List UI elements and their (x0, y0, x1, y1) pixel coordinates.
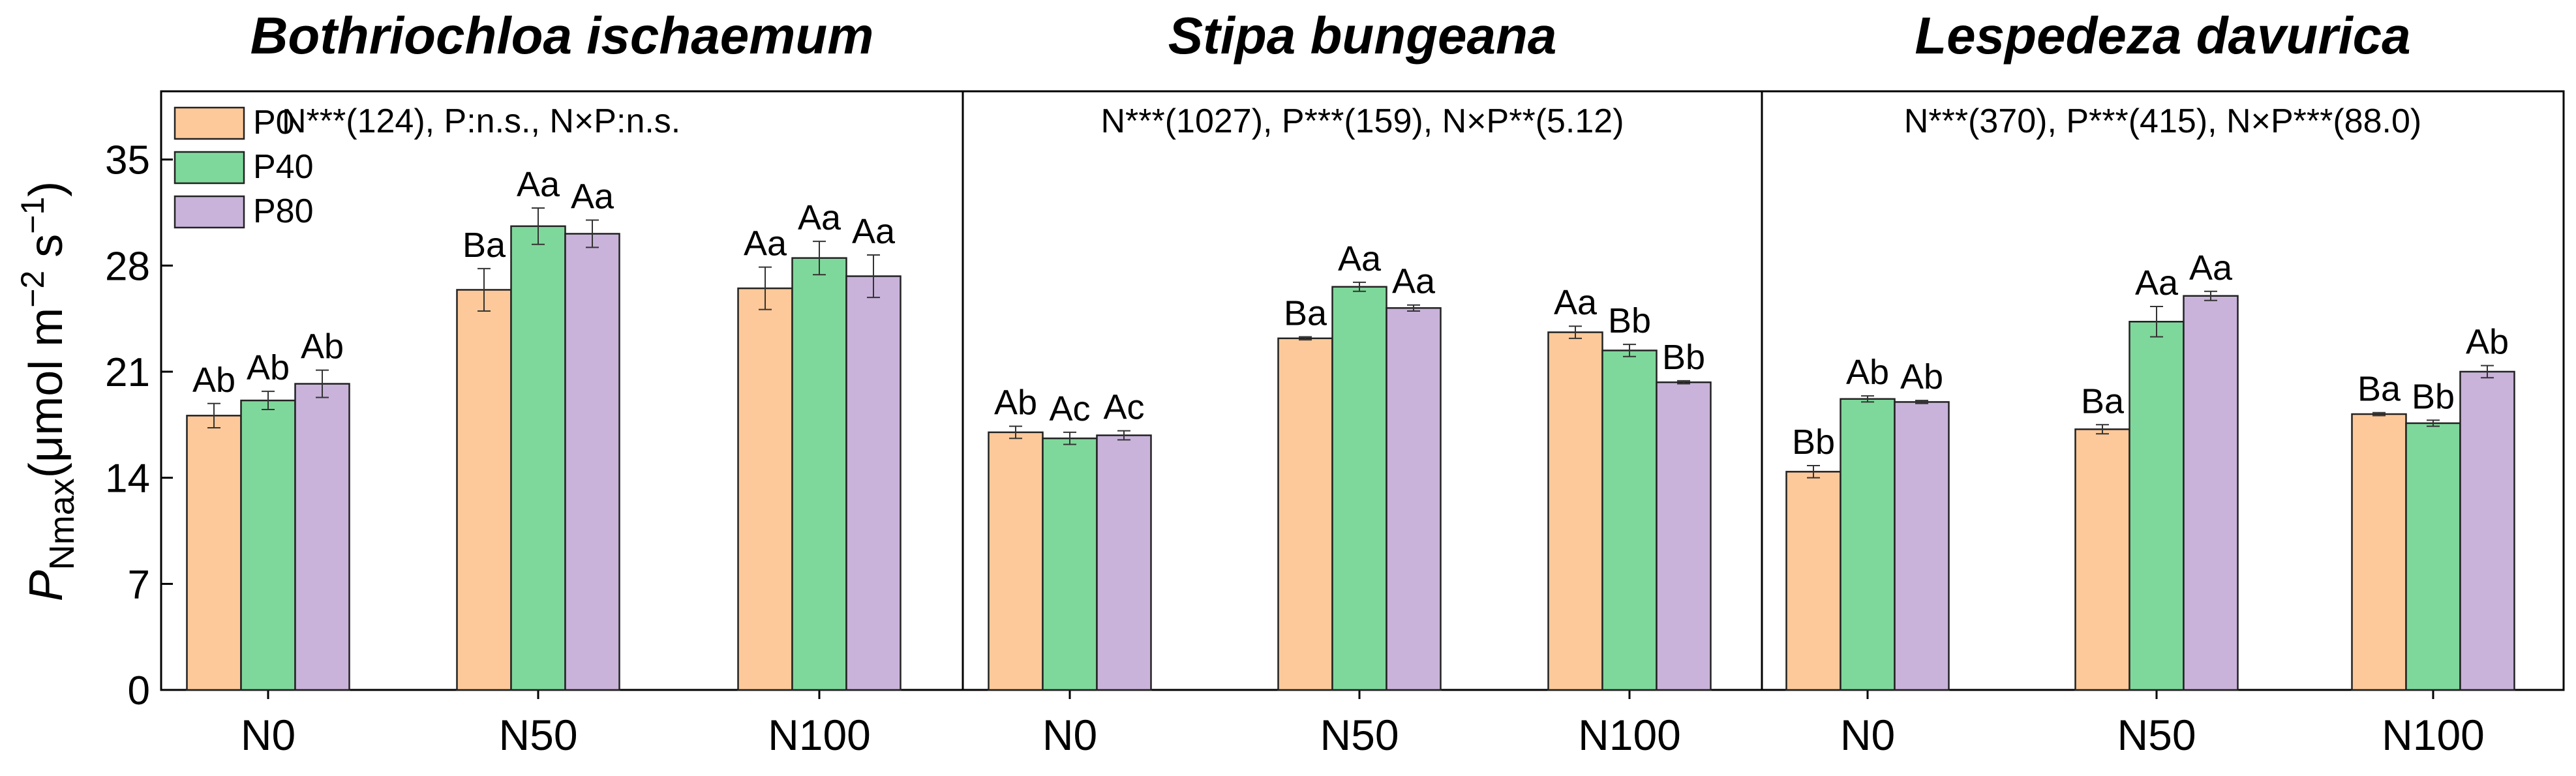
bar-p0-n50 (456, 289, 512, 691)
bar-p80-n0 (1894, 401, 1950, 691)
significance-label: Ab (2466, 323, 2509, 362)
bar-p0-n50 (2074, 428, 2130, 691)
panel-1: Bothriochloa ischaemum N***(124), P:n.s.,… (160, 7, 964, 759)
bar-p80-n0 (294, 383, 350, 691)
significance-label: Ba (462, 226, 506, 265)
significance-label: Bb (1662, 338, 1705, 377)
y-axis-title-unit_mid: s (20, 234, 72, 271)
significance-label: Ac (1103, 388, 1144, 427)
y-axis-title-exp1: −2 (14, 271, 51, 308)
y-axis-title-subscript: Nmax (42, 478, 82, 570)
bar-p40-n50 (2129, 321, 2185, 691)
significance-label: Ba (1284, 293, 1327, 333)
significance-label: Bb (1792, 423, 1835, 462)
significance-label: Aa (744, 224, 787, 263)
legend-label-p40: P40 (253, 148, 314, 186)
bar-p0-n0 (988, 431, 1044, 691)
bar-p40-n0 (240, 399, 296, 691)
significance-label: Aa (517, 165, 560, 204)
legend-swatch-p80 (174, 195, 245, 229)
significance-label: Ab (1846, 353, 1889, 392)
x-tick-label: N0 (1042, 711, 1097, 759)
significance-label: Ba (2081, 381, 2125, 421)
bar-p80-n0 (1096, 434, 1152, 691)
bar-p80-n50 (564, 233, 620, 691)
bar-p80-n50 (1386, 307, 1442, 691)
legend-swatch-p0 (174, 106, 245, 140)
significance-label: Ab (994, 383, 1037, 423)
y-tick-label: 7 (128, 562, 150, 607)
x-tick-label: N50 (1320, 711, 1399, 759)
y-axis-title: PNmax(μmol m−2 s−1) (14, 181, 82, 602)
bar-p40-n100 (791, 257, 847, 691)
significance-label: Aa (1392, 262, 1436, 301)
significance-label: Ba (2357, 370, 2401, 409)
legend-swatch-p40 (174, 151, 245, 185)
significance-label: Aa (852, 212, 896, 251)
significance-label: Ab (1900, 357, 1943, 396)
x-tick-label: N50 (498, 711, 577, 759)
bar-p40-n100 (1601, 350, 1658, 691)
bar-p80-n50 (2183, 295, 2239, 691)
y-tick-label: 0 (128, 668, 150, 713)
bar-p0-n100 (1547, 331, 1603, 691)
bar-p0-n0 (1785, 471, 1841, 691)
significance-label: Aa (571, 177, 614, 216)
x-tick-label: N100 (1578, 711, 1681, 759)
significance-label: Bb (1608, 301, 1651, 340)
significance-label: Ac (1049, 389, 1090, 428)
y-tick-label: 21 (105, 350, 150, 395)
significance-label: Aa (798, 198, 841, 237)
x-tick-label: N0 (1840, 711, 1895, 759)
stats-annotation: N***(124), P:n.s., N×P:n.s. (282, 102, 680, 140)
y-axis-title-symbol: P (20, 570, 72, 601)
bar-p0-n100 (737, 287, 793, 691)
panel-title: Lespedeza davurica (1915, 7, 2410, 65)
bar-p40-n50 (510, 225, 566, 691)
y-axis-title-unit_close: ) (20, 181, 72, 197)
bar-p0-n100 (2351, 413, 2407, 691)
x-tick-label: N50 (2117, 711, 2196, 759)
y-axis-title-unit_open: (μmol m (20, 308, 72, 478)
bar-p40-n0 (1840, 398, 1896, 691)
legend-label-p80: P80 (253, 192, 314, 230)
bar-p0-n0 (186, 415, 242, 691)
panel-title: Stipa bungeana (1168, 7, 1557, 65)
bar-p0-n50 (1277, 337, 1333, 691)
bar-p80-n100 (845, 275, 902, 691)
significance-label: Ab (247, 348, 290, 387)
bar-p40-n50 (1331, 286, 1387, 691)
x-tick-label: N100 (768, 711, 871, 759)
panel-title: Bothriochloa ischaemum (250, 7, 874, 65)
bar-p40-n100 (2405, 422, 2461, 691)
significance-label: Ab (301, 327, 344, 366)
stats-annotation: N***(1027), P***(159), N×P**(5.12) (1100, 102, 1624, 140)
stats-annotation: N***(370), P***(415), N×P***(88.0) (1904, 102, 2421, 140)
significance-label: Ab (192, 361, 235, 400)
significance-label: Bb (2412, 377, 2455, 416)
x-tick-label: N0 (241, 711, 295, 759)
significance-label: Aa (1338, 239, 1382, 278)
legend: P0 P40 P80 (174, 104, 314, 230)
y-tick-label: 35 (105, 138, 150, 183)
bar-p80-n100 (2459, 370, 2515, 691)
significance-label: Aa (2189, 248, 2233, 288)
bar-p40-n0 (1042, 437, 1098, 691)
x-tick-label: N100 (2382, 711, 2485, 759)
y-tick-label: 28 (105, 244, 150, 289)
y-tick-label: 14 (105, 456, 150, 501)
panel-2: Stipa bungeana N***(1027), P***(159), N×P… (962, 7, 1763, 759)
significance-label: Aa (1554, 283, 1598, 322)
panel-3: Lespedeza davurica N***(370), P***(415), … (1761, 7, 2565, 759)
y-axis-title-exp2: −1 (14, 197, 51, 234)
legend-label-p0: P0 (253, 104, 295, 142)
bar-p80-n100 (1656, 381, 1712, 691)
significance-label: Aa (2135, 263, 2179, 303)
